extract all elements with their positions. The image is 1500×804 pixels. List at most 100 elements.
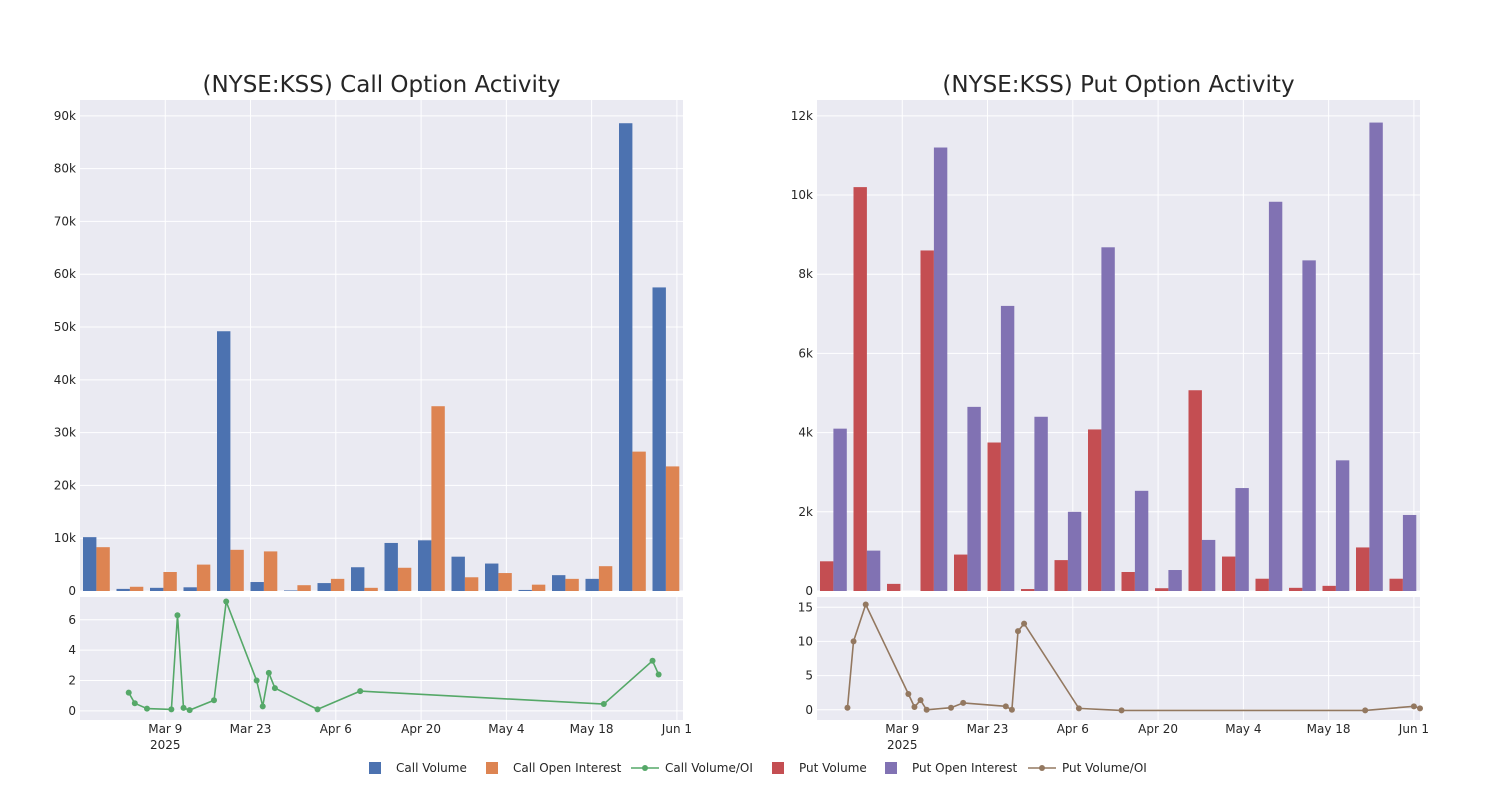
call_ratio-point (180, 704, 187, 711)
put_ratio-y-tick-label: 15 (798, 600, 813, 614)
call-bar-open-interest (263, 551, 278, 591)
put-bar-open-interest (1034, 416, 1048, 591)
put_ratio-point (923, 706, 930, 713)
legend-marker (1039, 765, 1045, 771)
put_ratio-point (960, 699, 967, 706)
put_ratio-x-tick-label: May 18 (1307, 722, 1351, 736)
call-bar-open-interest (531, 584, 546, 591)
put-bar-open-interest (833, 428, 847, 591)
call-panel: (NYSE:KSS) Call Option Activity 0 10k 20k 30… (54, 72, 692, 752)
call_ratio-point (223, 598, 230, 605)
put-bar-volume (1289, 587, 1303, 591)
put_ratio-point (1362, 707, 1369, 714)
legend-label: Call Volume (396, 761, 467, 775)
call-y-tick-label: 80k (54, 162, 76, 176)
call_ratio-x-tick-label: Apr 6 (320, 722, 352, 736)
put_ratio-y-tick-label: 0 (805, 703, 813, 717)
put-bar-open-interest (1134, 490, 1149, 591)
call_ratio-x-year-label: 2025 (150, 738, 181, 752)
call_ratio-point (600, 701, 607, 708)
put-bar-open-interest (967, 406, 981, 591)
put_ratio-point (948, 704, 954, 711)
put_ratio-point (905, 691, 912, 698)
call-bar-open-interest (598, 566, 613, 591)
put-bar-open-interest (1101, 247, 1115, 592)
legend-label: Put Volume (799, 761, 867, 775)
call-y-tick-label: 90k (54, 109, 76, 123)
put-bar-open-interest (866, 550, 881, 591)
put_ratio-plot-area (817, 597, 1420, 720)
legend-label: Call Open Interest (513, 761, 622, 775)
call-y-tick-label: 20k (54, 478, 76, 492)
call-bar-open-interest (96, 547, 110, 591)
call_ratio-point (649, 657, 656, 664)
legend-swatch (369, 762, 381, 774)
call-bar-volume (518, 589, 532, 591)
call_ratio-x-tick-label: Mar 23 (230, 722, 272, 736)
call_ratio-point (168, 706, 175, 713)
call-bar-volume (451, 556, 465, 591)
legend: Call Volume Call Open Interest Call Volume… (369, 761, 1147, 775)
call-y-tick-label: 10k (54, 531, 76, 545)
put-bar-volume (1389, 578, 1403, 591)
put_ratio-point (862, 601, 869, 608)
put_ratio-point (1002, 703, 1009, 710)
legend-swatch (885, 762, 897, 774)
call-y-tick-label: 40k (54, 373, 76, 387)
put-panel: (NYSE:KSS) Put Option Activity 0 2k 4k 6k 8k 1… (791, 72, 1429, 752)
put-bar-open-interest (1201, 539, 1216, 591)
call-bar-volume (652, 287, 666, 591)
call_ratio-y-tick-label: 2 (68, 674, 76, 688)
put-bar-open-interest (1000, 305, 1015, 591)
put_ratio-x-tick-label: Apr 20 (1138, 722, 1178, 736)
call-bar-volume (585, 578, 599, 591)
call-bar-volume (83, 537, 97, 591)
call_ratio-point (131, 700, 138, 707)
call-bar-volume (418, 540, 432, 591)
call-y-tick-label: 0 (68, 584, 76, 598)
call-bar-volume (351, 567, 365, 591)
put_ratio-x-tick-label: Apr 6 (1057, 722, 1089, 736)
put-bar-volume (1322, 585, 1336, 591)
put_ratio-x-year-label: 2025 (887, 738, 918, 752)
call-bar-volume (183, 587, 197, 591)
call_ratio-series-line (128, 601, 660, 711)
put_ratio-series-line (846, 602, 1421, 712)
put_ratio-point (1410, 703, 1417, 710)
put_ratio-y-tick-label: 5 (805, 669, 813, 683)
put_ratio-point (1417, 705, 1423, 712)
call_ratio-point (271, 685, 278, 692)
put-bar-volume (920, 250, 934, 591)
call_ratio-point (211, 697, 217, 704)
call-y-tick-label: 70k (54, 214, 76, 228)
call_ratio-point (144, 705, 150, 712)
legend-label: Put Volume/OI (1062, 761, 1147, 775)
put-bar-open-interest (1302, 260, 1316, 591)
put-y-tick-label: 4k (798, 426, 813, 440)
put_ratio-point (911, 704, 918, 711)
call_ratio-x-tick-label: May 18 (570, 722, 614, 736)
call-y-tick-label: 50k (54, 320, 76, 334)
put_ratio-x-tick-label: May 4 (1225, 722, 1261, 736)
put-bar-volume (1255, 578, 1269, 591)
put-bar-volume (1021, 589, 1035, 591)
call_ratio-plot-area (80, 597, 683, 720)
put_ratio-x-tick-label: Mar 23 (967, 722, 1009, 736)
put_ratio-point (1015, 628, 1021, 635)
put-bar-volume (1222, 556, 1236, 591)
put_ratio-point (917, 697, 924, 704)
put_ratio-point (1021, 620, 1028, 627)
put-bar-open-interest (1268, 201, 1283, 591)
call_ratio-x-tick-label: May 4 (488, 722, 524, 736)
put-y-tick-label: 12k (791, 109, 813, 123)
put-y-tick-label: 8k (798, 267, 813, 281)
put_ratio-point (850, 638, 857, 645)
call-chart-title: (NYSE:KSS) Call Option Activity (202, 72, 560, 98)
call-bar-open-interest (163, 571, 177, 591)
legend-marker (642, 765, 648, 771)
put_ratio-x-tick-label: Jun 1 (1398, 722, 1429, 736)
call-bar-volume (217, 331, 231, 591)
put-chart-title: (NYSE:KSS) Put Option Activity (942, 72, 1294, 98)
put-bar-volume (1155, 588, 1169, 591)
